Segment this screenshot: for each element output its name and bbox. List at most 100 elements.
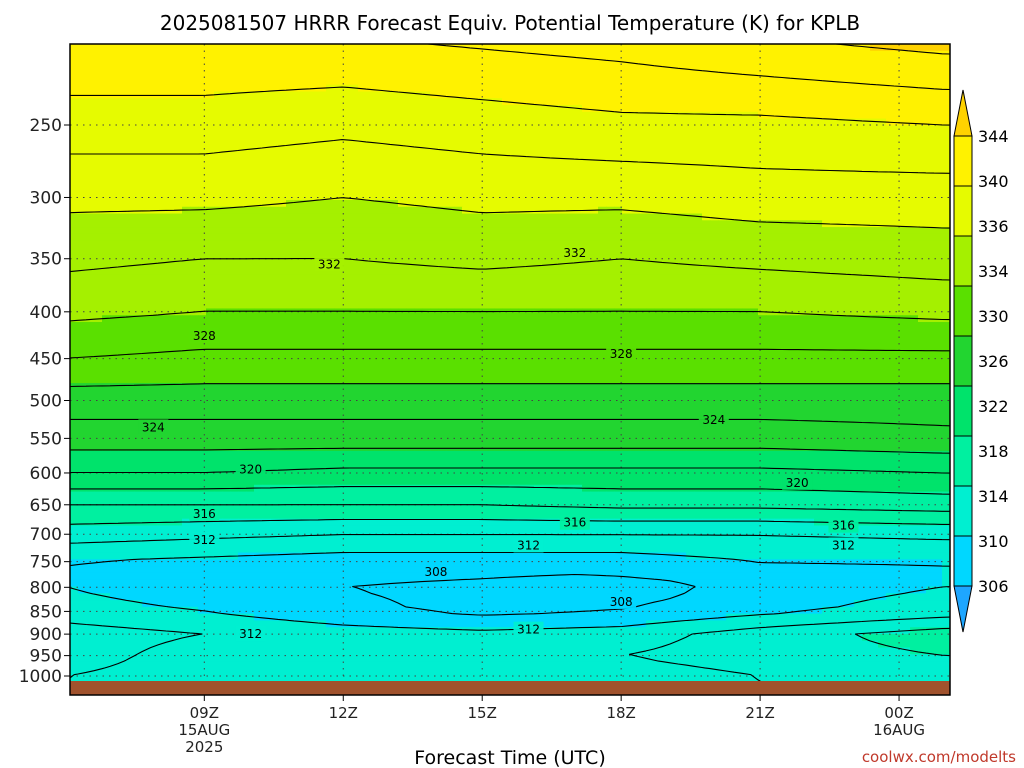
field-cell xyxy=(534,84,543,93)
field-cell xyxy=(150,240,159,249)
field-cell xyxy=(478,57,487,65)
field-cell xyxy=(694,247,703,255)
field-cell xyxy=(806,172,815,181)
field-cell xyxy=(462,294,471,303)
field-cell xyxy=(422,261,431,269)
field-cell xyxy=(478,227,487,235)
field-cell xyxy=(598,172,607,181)
field-cell xyxy=(86,240,95,249)
field-cell xyxy=(766,281,775,289)
field-cell xyxy=(398,159,407,167)
field-cell xyxy=(654,274,663,282)
field-cell xyxy=(894,288,903,296)
field-cell xyxy=(870,84,879,93)
field-cell xyxy=(166,50,175,59)
field-cell xyxy=(806,125,815,133)
field-cell xyxy=(942,220,950,228)
field-cell xyxy=(934,274,943,282)
field-cell xyxy=(638,138,647,147)
field-cell xyxy=(566,281,575,289)
field-cell xyxy=(750,145,759,154)
field-cell xyxy=(174,335,183,343)
field-cell xyxy=(550,315,559,323)
field-cell xyxy=(278,335,287,343)
field-cell xyxy=(254,315,263,323)
field-cell xyxy=(910,71,919,79)
field-cell xyxy=(78,342,87,350)
field-cell xyxy=(254,227,263,235)
field-cell xyxy=(454,288,463,296)
field-cell xyxy=(646,118,655,126)
field-cell xyxy=(846,50,855,59)
field-cell xyxy=(358,71,367,79)
field-cell xyxy=(910,342,919,350)
field-cell xyxy=(238,105,247,113)
field-cell xyxy=(582,152,591,160)
field-cell xyxy=(830,57,839,65)
field-cell xyxy=(206,132,215,140)
field-cell xyxy=(158,159,167,167)
field-cell xyxy=(638,335,647,343)
field-cell xyxy=(758,281,767,289)
field-cell xyxy=(414,50,423,59)
field-cell xyxy=(854,98,863,106)
field-cell xyxy=(526,77,535,86)
field-cell xyxy=(94,328,103,337)
field-cell xyxy=(894,342,903,350)
field-cell xyxy=(166,254,175,262)
field-cell xyxy=(182,294,191,303)
field-cell xyxy=(126,308,135,316)
field-cell xyxy=(750,240,759,249)
field-cell xyxy=(934,50,943,59)
field-cell xyxy=(838,91,847,99)
field-cell xyxy=(798,118,807,126)
field-cell xyxy=(734,105,743,113)
field-cell xyxy=(622,199,631,208)
field-cell xyxy=(278,57,287,65)
field-cell xyxy=(838,186,847,194)
field-cell xyxy=(438,166,447,174)
field-cell xyxy=(942,199,950,208)
field-cell xyxy=(782,227,791,235)
field-cell xyxy=(622,138,631,147)
field-cell xyxy=(374,50,383,59)
field-cell xyxy=(486,335,495,343)
field-cell xyxy=(558,71,567,79)
field-cell xyxy=(494,186,503,194)
field-cell xyxy=(366,57,375,65)
field-cell xyxy=(302,44,311,52)
field-cell xyxy=(382,138,391,147)
field-cell xyxy=(758,206,767,215)
field-cell xyxy=(518,138,527,147)
field-cell xyxy=(806,328,815,337)
field-cell xyxy=(462,213,471,221)
field-cell xyxy=(526,213,535,221)
field-cell xyxy=(638,44,647,52)
field-cell xyxy=(846,315,855,323)
field-cell xyxy=(790,91,799,99)
field-cell xyxy=(550,64,559,72)
field-cell xyxy=(414,159,423,167)
field-cell xyxy=(598,227,607,235)
field-cell xyxy=(646,44,655,52)
field-cell xyxy=(238,50,247,59)
field-cell xyxy=(590,193,599,201)
field-cell xyxy=(502,315,511,323)
field-cell xyxy=(830,179,839,188)
field-cell xyxy=(646,274,655,282)
field-cell xyxy=(814,50,823,59)
field-cell xyxy=(830,206,839,215)
field-cell xyxy=(198,274,207,282)
field-cell xyxy=(350,199,359,208)
field-cell xyxy=(926,254,935,262)
field-cell xyxy=(582,261,591,269)
field-cell xyxy=(934,105,943,113)
field-cell xyxy=(158,64,167,72)
field-cell xyxy=(542,267,551,276)
field-cell xyxy=(638,152,647,160)
field-cell xyxy=(118,342,127,350)
field-cell xyxy=(158,105,167,113)
field-cell xyxy=(70,193,79,201)
field-cell xyxy=(86,159,95,167)
field-cell xyxy=(894,71,903,79)
